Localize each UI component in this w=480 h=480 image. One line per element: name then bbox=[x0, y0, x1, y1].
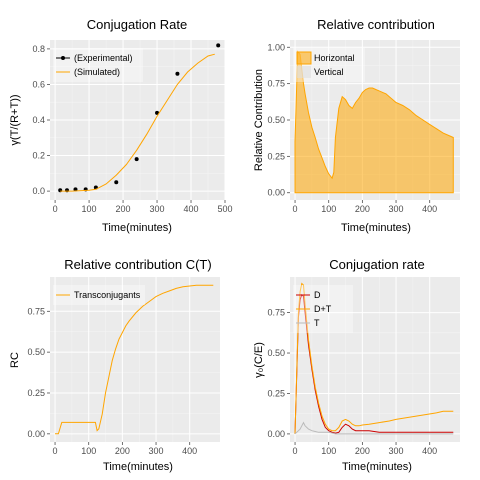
legend-label: Horizontal bbox=[314, 53, 355, 63]
y-tick-label: 0.50 bbox=[267, 115, 285, 125]
line-series-3 bbox=[294, 421, 454, 435]
y-tick-label: 0.25 bbox=[267, 151, 285, 161]
line-series-1 bbox=[294, 293, 454, 434]
x-tick-label: 500 bbox=[217, 204, 232, 214]
chart-panel-1: 0 100 200 300 400 500 0.0 0.2 0.4 0.6 0.8 Conjugati… bbox=[9, 17, 233, 234]
x-tick-label: 300 bbox=[149, 446, 164, 456]
y-tick-label: 0.25 bbox=[27, 388, 45, 398]
data-point bbox=[64, 188, 69, 193]
legend-label: Vertical bbox=[314, 67, 344, 77]
x-axis-label: Time(minutes) bbox=[103, 461, 173, 473]
line-series-2 bbox=[294, 282, 454, 434]
y-axis-label: γ(T/(R+T)) bbox=[9, 94, 21, 145]
x-tick-label: 0 bbox=[293, 446, 298, 456]
data-point bbox=[73, 187, 78, 192]
y-tick-label: 1.00 bbox=[267, 42, 285, 52]
legend-label: T bbox=[314, 318, 320, 328]
plot-background bbox=[290, 277, 460, 442]
area-series-1 bbox=[294, 50, 454, 194]
x-tick-label: 100 bbox=[321, 204, 336, 214]
y-axis-label: Relative Contribution bbox=[253, 69, 265, 171]
y-tick-label: 0.8 bbox=[32, 44, 45, 54]
y-tick-label: 0.6 bbox=[32, 79, 45, 89]
y-tick-label: 0.75 bbox=[267, 308, 285, 318]
chart-panel-4: 0 100 200 300 400 0.00 0.25 0.50 0.75 Conjugation… bbox=[253, 257, 460, 473]
chart-title: Relative contribution C(T) bbox=[64, 257, 211, 272]
x-tick-label: 300 bbox=[389, 446, 404, 456]
x-tick-label: 0 bbox=[293, 204, 298, 214]
x-tick-label: 100 bbox=[82, 204, 97, 214]
x-tick-label: 100 bbox=[321, 446, 336, 456]
x-tick-label: 300 bbox=[150, 204, 165, 214]
x-axis-label: Time(minutes) bbox=[342, 461, 412, 473]
chart-title: Conjugation rate bbox=[329, 257, 424, 272]
legend-label: (Experimental) bbox=[74, 53, 133, 63]
x-tick-label: 200 bbox=[116, 204, 131, 214]
data-point bbox=[134, 157, 139, 162]
legend-swatch bbox=[297, 66, 311, 78]
y-tick-label: 0.0 bbox=[32, 186, 45, 196]
x-tick-label: 200 bbox=[115, 446, 130, 456]
x-tick-label: 400 bbox=[422, 204, 437, 214]
x-tick-label: 0 bbox=[53, 204, 58, 214]
legend-box bbox=[53, 48, 143, 82]
y-tick-label: 0.50 bbox=[27, 347, 45, 357]
x-axis-label: Time(minutes) bbox=[341, 222, 411, 234]
x-axis-label: Time(minutes) bbox=[102, 222, 172, 234]
y-tick-label: 0.75 bbox=[27, 306, 45, 316]
chart-title: Conjugation Rate bbox=[87, 17, 187, 32]
x-tick-label: 200 bbox=[355, 446, 370, 456]
y-axis-label: RC bbox=[9, 352, 21, 368]
legend-label: D bbox=[314, 290, 321, 300]
line-series-2 bbox=[60, 53, 215, 192]
y-tick-label: 0.4 bbox=[32, 115, 45, 125]
y-tick-label: 0.00 bbox=[267, 188, 285, 198]
y-axis-label: γ₀(C/E) bbox=[253, 342, 265, 378]
x-tick-label: 300 bbox=[389, 204, 404, 214]
x-tick-label: 100 bbox=[81, 446, 96, 456]
legend-label: (Simulated) bbox=[74, 67, 120, 77]
data-point bbox=[114, 180, 119, 185]
line-series-1 bbox=[55, 284, 214, 435]
y-tick-label: 0.75 bbox=[267, 79, 285, 89]
x-tick-label: 400 bbox=[422, 446, 437, 456]
x-tick-label: 200 bbox=[355, 204, 370, 214]
chart-panel-2: 0 100 200 300 400 0.00 0.25 0.50 0.75 1.00 Relativ… bbox=[253, 17, 460, 234]
legend-swatch bbox=[296, 51, 312, 65]
x-tick-label: 0 bbox=[53, 446, 58, 456]
chart-title: Relative contribution bbox=[317, 17, 435, 32]
y-tick-label: 0.2 bbox=[32, 151, 45, 161]
legend-key-point bbox=[61, 56, 65, 60]
legend-label: D+T bbox=[314, 304, 332, 314]
y-tick-label: 0.00 bbox=[267, 429, 285, 439]
chart-panel-3: 0 100 200 300 400 0.00 0.25 0.50 0.75 Relative co… bbox=[9, 257, 220, 473]
y-tick-label: 0.00 bbox=[27, 429, 45, 439]
x-tick-label: 400 bbox=[184, 204, 199, 214]
y-tick-label: 0.50 bbox=[267, 348, 285, 358]
data-point bbox=[58, 188, 63, 193]
legend-label: Transconjugants bbox=[74, 290, 141, 300]
x-tick-label: 400 bbox=[182, 446, 197, 456]
data-point bbox=[175, 71, 180, 76]
data-point bbox=[216, 43, 221, 48]
plot-background bbox=[50, 277, 220, 442]
legend-box bbox=[53, 285, 145, 305]
y-tick-label: 0.25 bbox=[267, 388, 285, 398]
